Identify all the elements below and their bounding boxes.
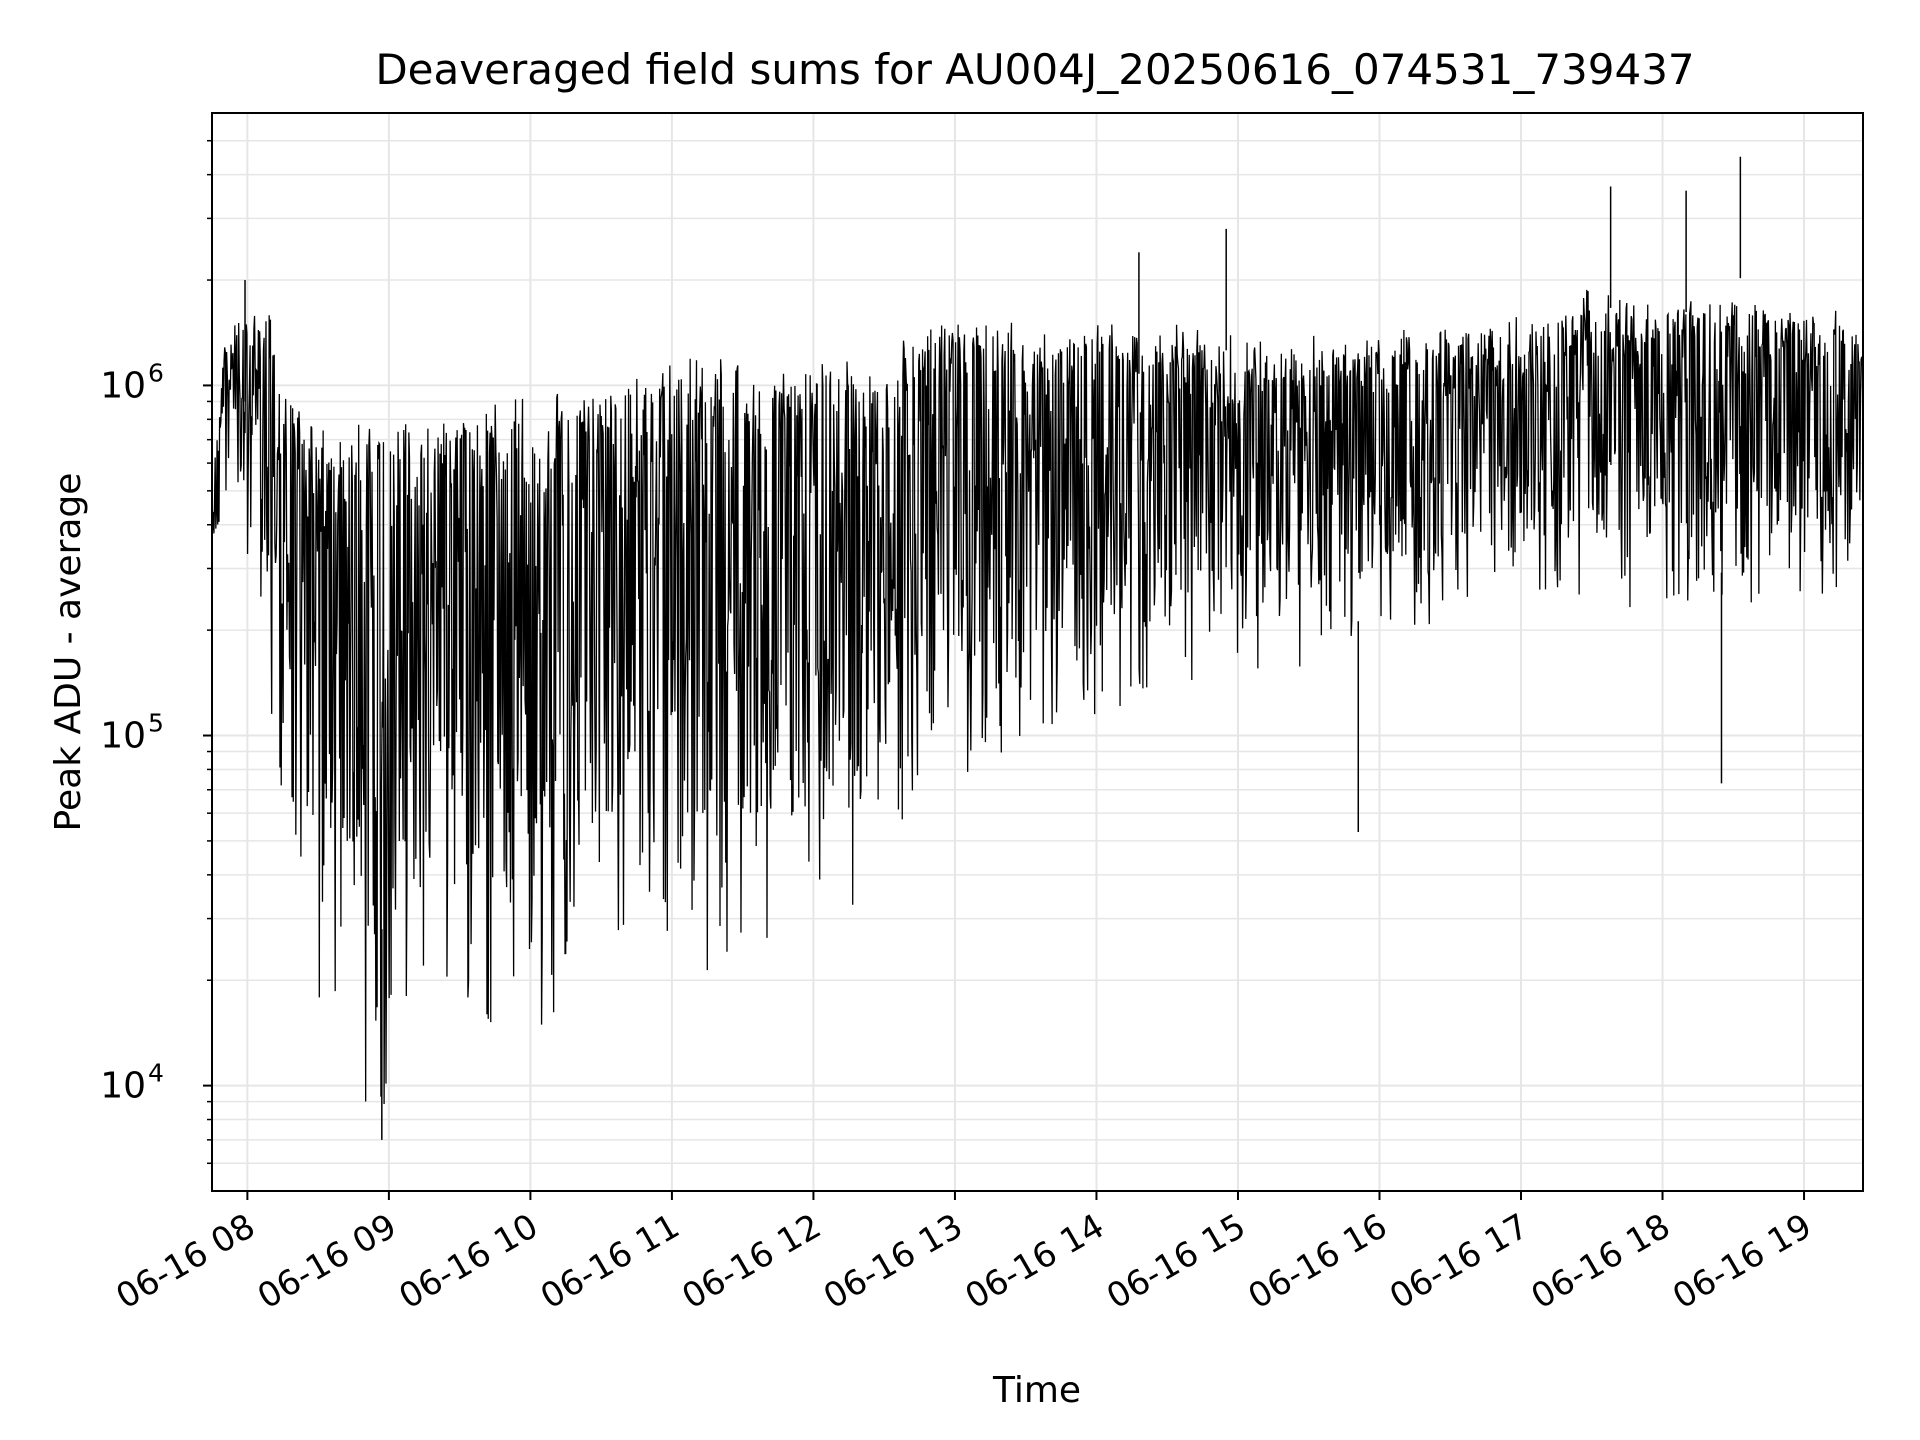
x-axis-label: Time [992,1370,1081,1411]
series-line [211,156,1864,1140]
y-tick-label: 10 [100,1066,146,1107]
series-path [211,289,1864,1105]
y-tick-label-exponent: 5 [148,709,164,738]
y-tick-label-exponent: 4 [148,1059,164,1088]
y-tick-label: 10 [100,365,146,406]
y-tick-label-exponent: 6 [148,358,164,387]
y-tick-label: 10 [100,716,146,757]
plot-frame [211,112,1864,1192]
chart-title: Deaveraged field sums for AU004J_2025061… [375,45,1694,94]
y-axis-label: Peak ADU - average [48,473,89,832]
